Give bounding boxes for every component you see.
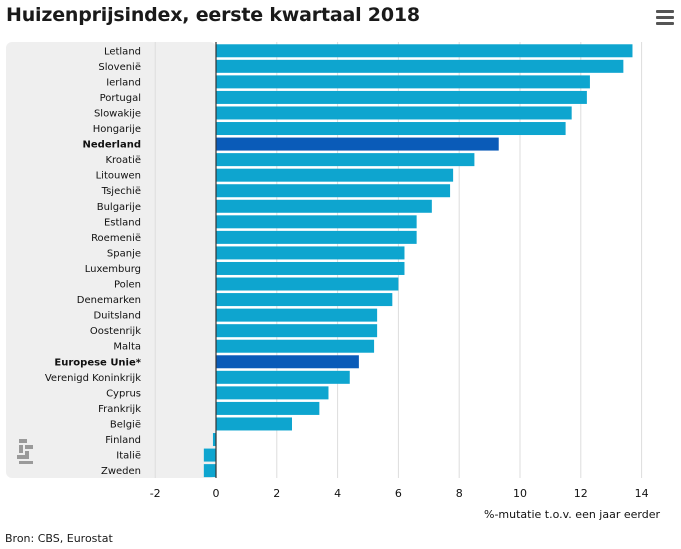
bar-letland bbox=[216, 44, 633, 58]
bar-itali bbox=[203, 448, 216, 462]
bar-sloveni bbox=[216, 59, 624, 73]
bar-spanje bbox=[216, 246, 405, 260]
bar-belgi bbox=[216, 417, 292, 431]
x-tick-label: -2 bbox=[150, 487, 161, 500]
category-label: België bbox=[110, 419, 141, 430]
bar-frankrijk bbox=[216, 401, 320, 415]
category-label: Portugal bbox=[100, 93, 141, 104]
bar-denemarken bbox=[216, 293, 393, 307]
category-label: Europese Unie* bbox=[54, 357, 141, 368]
bar-roemeni bbox=[216, 230, 417, 244]
bar-hongarije bbox=[216, 122, 566, 136]
bar-kroati bbox=[216, 153, 475, 167]
category-label: Kroatië bbox=[105, 155, 141, 166]
bar-luxemburg bbox=[216, 261, 405, 275]
bar-bulgarije bbox=[216, 199, 432, 213]
bar-portugal bbox=[216, 90, 587, 104]
bar-litouwen bbox=[216, 168, 454, 182]
bar-finland bbox=[212, 433, 216, 447]
category-label: Estland bbox=[104, 217, 141, 228]
category-label: Slowakije bbox=[94, 108, 141, 119]
bar-oostenrijk bbox=[216, 324, 378, 338]
category-label: Tsjechië bbox=[101, 186, 141, 197]
category-label: Bulgarije bbox=[97, 202, 141, 213]
x-tick-label: 0 bbox=[213, 487, 220, 500]
category-label: Polen bbox=[114, 280, 141, 291]
category-label: Litouwen bbox=[96, 171, 141, 182]
category-label: Oostenrijk bbox=[90, 326, 141, 337]
bar-europese-unie bbox=[216, 355, 359, 369]
cbs-logo-icon bbox=[17, 439, 33, 464]
source-note: Bron: CBS, Eurostat bbox=[5, 532, 113, 545]
hamburger-menu-icon[interactable] bbox=[656, 10, 674, 26]
category-label: Verenigd Koninkrijk bbox=[45, 373, 141, 384]
bar-zweden bbox=[203, 464, 216, 478]
category-label: Roemenië bbox=[91, 233, 141, 244]
bar-cyprus bbox=[216, 386, 329, 400]
category-label: Slovenië bbox=[98, 62, 141, 73]
category-label: Cyprus bbox=[106, 388, 141, 399]
category-label: Luxemburg bbox=[85, 264, 141, 275]
bar-polen bbox=[216, 277, 399, 291]
category-label: Hongarije bbox=[93, 124, 141, 135]
bar-nederland bbox=[216, 137, 499, 151]
bar-verenigd-koninkrijk bbox=[216, 370, 350, 384]
category-label: Zweden bbox=[101, 466, 141, 477]
category-label: Nederland bbox=[83, 140, 141, 151]
category-label: Italië bbox=[116, 451, 141, 462]
bar-chart: Letland Slovenië Ierland Portugal Slowakije H… bbox=[6, 42, 660, 521]
bar-duitsland bbox=[216, 308, 378, 322]
x-tick-label: 2 bbox=[273, 487, 280, 500]
x-tick-label: 8 bbox=[456, 487, 463, 500]
category-label: Finland bbox=[105, 435, 141, 446]
x-axis-label: %-mutatie t.o.v. een jaar eerder bbox=[484, 508, 660, 521]
category-label: Frankrijk bbox=[98, 404, 141, 415]
category-label: Letland bbox=[104, 46, 141, 57]
bar-malta bbox=[216, 339, 375, 353]
bar-slowakije bbox=[216, 106, 572, 120]
bar-tsjechi bbox=[216, 184, 451, 198]
bar-ierland bbox=[216, 75, 590, 89]
x-tick-label: 10 bbox=[513, 487, 527, 500]
x-tick-label: 4 bbox=[334, 487, 341, 500]
category-panel bbox=[6, 42, 216, 478]
category-label: Spanje bbox=[107, 248, 141, 259]
x-tick-label: 12 bbox=[574, 487, 588, 500]
bar-estland bbox=[216, 215, 417, 229]
category-label: Malta bbox=[113, 342, 141, 353]
category-label: Duitsland bbox=[93, 311, 141, 322]
category-label: Ierland bbox=[106, 77, 141, 88]
category-label: Denemarken bbox=[77, 295, 141, 306]
x-tick-label: 6 bbox=[395, 487, 402, 500]
x-tick-label: 14 bbox=[635, 487, 649, 500]
page-title: Huizenprijsindex, eerste kwartaal 2018 bbox=[6, 4, 420, 26]
